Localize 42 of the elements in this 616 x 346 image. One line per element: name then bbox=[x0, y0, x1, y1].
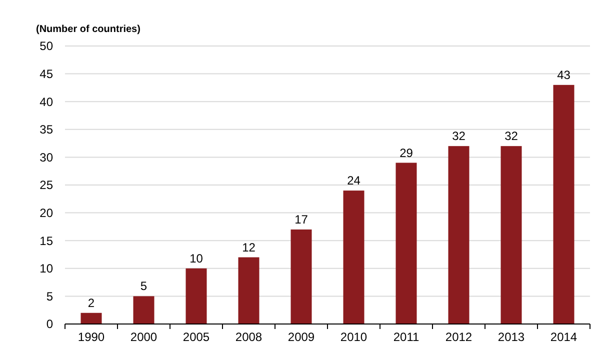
x-tick-label: 2005 bbox=[182, 330, 210, 344]
y-tick-label: 50 bbox=[40, 39, 54, 54]
bar bbox=[343, 190, 364, 324]
bar bbox=[448, 146, 470, 324]
y-tick-label: 25 bbox=[40, 178, 54, 192]
x-tick-label: 2014 bbox=[550, 330, 578, 344]
y-tick-label: 15 bbox=[40, 234, 54, 248]
data-label: 43 bbox=[557, 68, 571, 82]
x-tick-label: 1990 bbox=[78, 330, 105, 344]
bar bbox=[500, 146, 522, 324]
y-tick-label: 5 bbox=[46, 289, 54, 304]
data-label: 2 bbox=[88, 296, 95, 310]
x-tick-label: 2013 bbox=[498, 330, 525, 344]
bar bbox=[186, 268, 207, 324]
data-label: 24 bbox=[347, 174, 361, 188]
y-tick-label: 10 bbox=[40, 262, 54, 276]
data-label: 29 bbox=[400, 146, 414, 160]
bar bbox=[238, 257, 260, 324]
bar bbox=[553, 84, 574, 324]
data-label: 17 bbox=[294, 212, 308, 226]
data-label: 32 bbox=[504, 129, 518, 144]
data-label: 12 bbox=[242, 240, 256, 254]
x-tick-label: 2011 bbox=[393, 330, 420, 344]
data-label: 5 bbox=[140, 279, 148, 294]
y-axis-title: (Number of countries) bbox=[36, 24, 140, 35]
y-tick-label: 40 bbox=[40, 94, 54, 109]
x-tick-label: 2008 bbox=[235, 330, 262, 344]
y-tick-label: 0 bbox=[46, 317, 54, 332]
x-tick-label: 2012 bbox=[445, 330, 472, 344]
x-tick-label: 2010 bbox=[340, 330, 368, 344]
bar bbox=[133, 296, 154, 324]
bar bbox=[80, 312, 102, 324]
y-tick-label: 35 bbox=[40, 122, 54, 137]
data-label: 32 bbox=[452, 129, 466, 144]
x-tick-label: 2009 bbox=[288, 330, 315, 344]
y-tick-label: 45 bbox=[40, 67, 54, 81]
x-tick-label: 2000 bbox=[130, 330, 158, 344]
bar bbox=[396, 162, 417, 324]
y-tick-label: 30 bbox=[40, 150, 54, 164]
bar bbox=[290, 229, 312, 324]
data-label: 10 bbox=[190, 251, 204, 266]
y-tick-label: 20 bbox=[40, 206, 54, 220]
